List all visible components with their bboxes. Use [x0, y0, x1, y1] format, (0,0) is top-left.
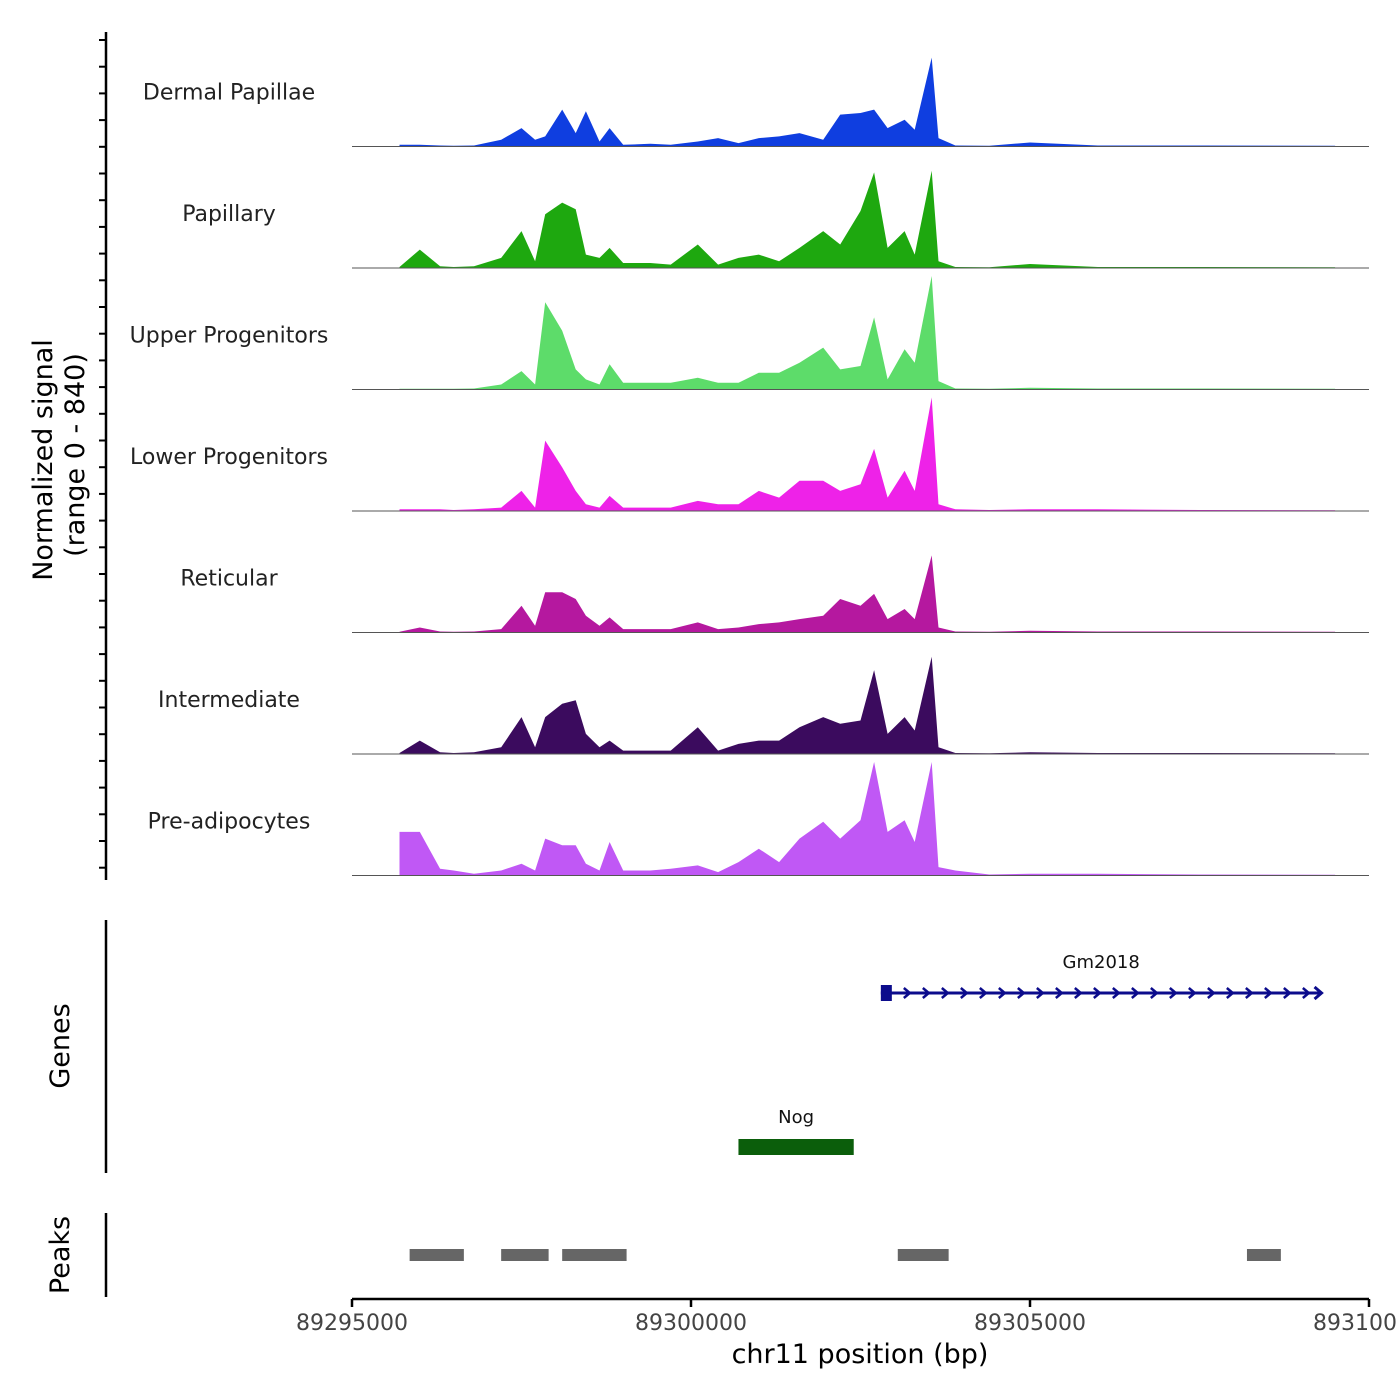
- track-label: Intermediate: [158, 688, 300, 713]
- strand-arrow: [1226, 987, 1235, 999]
- x-axis-ticks: 89295000 89300000 89305000 893100: [296, 1299, 1397, 1336]
- gene-end-arrow: [1313, 985, 1324, 1001]
- signal-axis-ticks: [99, 39, 106, 869]
- gene-exon: [880, 985, 892, 1001]
- signal-track: Upper Progenitors: [130, 276, 1369, 390]
- signal-area: [399, 656, 1336, 754]
- strand-arrow: [998, 987, 1007, 999]
- track-label: Upper Progenitors: [130, 324, 329, 349]
- strand-arrow: [1264, 987, 1273, 999]
- signal-track: Dermal Papillae: [143, 57, 1369, 147]
- gene-label: Gm2018: [1063, 952, 1140, 973]
- strand-arrow: [1017, 987, 1026, 999]
- strand-arrow: [903, 987, 912, 999]
- signal-track: Lower Progenitors: [130, 397, 1369, 512]
- peak-region: [562, 1249, 627, 1261]
- peak-region: [501, 1249, 549, 1261]
- signal-track: Reticular: [180, 555, 1369, 633]
- genes-axis-label: Genes: [45, 1003, 76, 1088]
- x-axis-tick-label: 89295000: [296, 1311, 408, 1336]
- peak-region: [897, 1249, 949, 1261]
- peak-region: [1246, 1249, 1281, 1261]
- strand-arrow: [1245, 987, 1254, 999]
- strand-arrow: [1093, 987, 1102, 999]
- peak-region: [409, 1249, 464, 1261]
- x-axis-label: chr11 position (bp): [732, 1339, 989, 1370]
- strand-arrow: [941, 987, 950, 999]
- x-axis: 89295000 89300000 89305000 893100 chr11 pos…: [296, 1297, 1397, 1370]
- signal-area: [399, 762, 1336, 876]
- signal-track: Pre-adipocytes: [148, 762, 1369, 876]
- peak-regions: [409, 1249, 1281, 1261]
- signal-y-axis: Normalized signal (range 0 - 840): [28, 32, 108, 880]
- strand-arrow: [1150, 987, 1159, 999]
- strand-arrow: [1131, 987, 1140, 999]
- strand-arrow: [1188, 987, 1197, 999]
- x-axis-tick-label: 893100: [1313, 1311, 1397, 1336]
- signal-area: [399, 397, 1336, 511]
- strand-arrow: [922, 987, 931, 999]
- strand-arrow: [1036, 987, 1045, 999]
- track-label: Reticular: [180, 567, 278, 592]
- track-label: Dermal Papillae: [143, 81, 315, 106]
- track-label: Pre-adipocytes: [148, 810, 311, 835]
- strand-arrow: [1112, 987, 1121, 999]
- peaks-axis-label: Peaks: [45, 1216, 76, 1294]
- x-axis-tick-label: 89300000: [635, 1311, 747, 1336]
- signal-area: [399, 276, 1336, 390]
- signal-axis-label: Normalized signal: [28, 339, 59, 581]
- signal-track: Papillary: [182, 170, 1369, 269]
- signal-area: [399, 555, 1336, 633]
- strand-arrow: [1055, 987, 1064, 999]
- peaks-track: Peaks: [45, 1213, 1281, 1297]
- strand-arrow: [1302, 987, 1311, 999]
- strand-arrow: [1283, 987, 1292, 999]
- strand-arrow: [1207, 987, 1216, 999]
- track-label: Lower Progenitors: [130, 445, 328, 470]
- gene-exon: [738, 1139, 854, 1155]
- signal-track: Intermediate: [158, 656, 1369, 755]
- x-axis-tick-label: 89305000: [974, 1311, 1086, 1336]
- genes-track: Genes Gm2018 Nog: [45, 920, 1324, 1173]
- track-label: Papillary: [182, 202, 276, 227]
- strand-arrow: [979, 987, 988, 999]
- signal-area: [399, 57, 1336, 147]
- signal-area: [399, 170, 1336, 268]
- gene-models: Gm2018 Nog: [738, 952, 1324, 1155]
- strand-arrow: [960, 987, 969, 999]
- strand-arrow: [1169, 987, 1178, 999]
- signal-tracks: Dermal Papillae Papillary Upper Progenitor…: [130, 57, 1369, 876]
- gene-label: Nog: [778, 1107, 814, 1128]
- signal-axis-range-label: (range 0 - 840): [60, 353, 91, 557]
- strand-arrow: [1074, 987, 1083, 999]
